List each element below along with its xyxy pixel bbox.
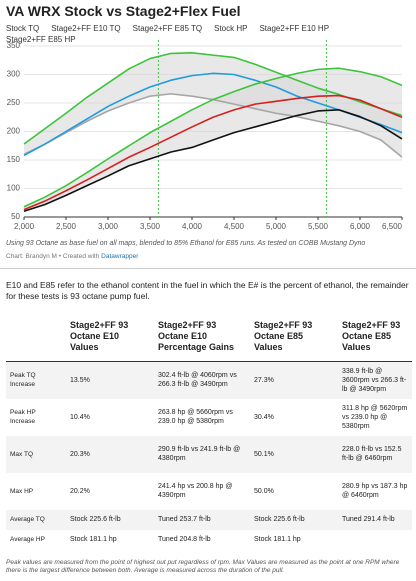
footer-note: Peak values are measured from the point …	[6, 559, 400, 574]
y-tick-label: 50	[11, 212, 20, 221]
x-tick-label: 2,500	[56, 222, 77, 231]
x-tick-label: 5,000	[266, 222, 287, 231]
chart-notes: Using 93 Octane as base fuel on all maps…	[6, 240, 366, 247]
legend: Stock TQ Stage2+FF E10 TQ Stage2+FF E85 TQ…	[6, 24, 410, 44]
legend-item: Stock HP	[214, 24, 247, 33]
header-row: Stage2+FF 93 Octane E10 Values Stage2+FF…	[6, 318, 412, 362]
stats-table: Stage2+FF 93 Octane E10 Values Stage2+FF…	[6, 318, 412, 550]
divider	[0, 268, 416, 269]
table-cell-blank	[338, 530, 412, 550]
legend-label: Stock HP	[214, 24, 248, 33]
x-tick-label: 6,000	[350, 222, 371, 231]
chart-title: VA WRX Stock vs Stage2+Flex Fuel	[6, 3, 241, 19]
y-tick-label: 250	[7, 98, 21, 107]
table-row: Average HP Stock 181.1 hp Tuned 204.8 ft-l…	[6, 530, 412, 550]
intro-text: E10 and E85 refer to the ethanol content…	[6, 280, 409, 301]
table-cell: 20.2%	[70, 487, 90, 495]
legend-label: Stage2+FF E10 HP	[259, 24, 330, 33]
table-row: Peak TQ Increase 13.5% 302.4 ft-lb @ 4060r…	[6, 361, 412, 399]
credit: Chart: Brandyn M • Created with Datawrap…	[6, 253, 138, 260]
header-cell: Stage2+FF 93 Octane E85 Values	[338, 318, 412, 362]
table-cell: 263.8 hp @ 5660rpm vs 239.0 hp @ 5380rpm	[158, 409, 233, 425]
table-cell: 311.8 hp @ 5620rpm vs 239.0 hp @ 5380rpm	[342, 404, 408, 430]
table-cell: 228.0 ft-lb vs 152.5 ft-lb @ 6460rpm	[338, 435, 412, 473]
table-row: Max TQ 20.3% 290.9 ft-lb vs 241.9 ft-lb @ …	[6, 435, 412, 473]
header-cell: Stage2+FF 93 Octane E10 Values	[66, 318, 154, 362]
line-series	[23, 52, 403, 145]
chart: 50 100 150 200 250 300 350 2,000 2,500 3,000 3,500…	[7, 40, 403, 231]
line-series	[23, 94, 403, 211]
table-cell: 290.9 ft-lb vs 241.9 ft-lb @ 4380rpm	[154, 435, 250, 473]
legend-item: Stage2+FF E85 HP	[6, 35, 76, 44]
table-cell: Stock 181.1 hp	[70, 536, 117, 543]
header-cell: Stage2+FF 93 Octane E85 Values	[250, 318, 338, 362]
table-row: Peak HP Increase 10.4% 263.8 hp @ 5660rpm …	[6, 399, 412, 436]
table-cell: 50.0%	[254, 487, 274, 495]
table-cell: Tuned 291.4 ft-lb	[338, 509, 412, 530]
line-series	[23, 109, 403, 213]
table-cell: 27.3%	[250, 361, 338, 399]
legend-label: Stage2+FF E85 HP	[6, 35, 76, 44]
table-cell: 302.4 ft-lb @ 4060rpm vs 266.3 ft-lb @ 3…	[154, 361, 250, 399]
y-tick-label: 350	[7, 41, 21, 50]
legend-item: Stock TQ	[6, 24, 39, 33]
x-tick-label: 4,000	[182, 222, 203, 231]
table-cell: 280.9 hp vs 187.3 hp @ 6460rpm	[342, 483, 408, 499]
credit-link[interactable]: Datawrapper	[101, 253, 139, 260]
x-tick-label: 3,000	[98, 222, 119, 231]
legend-item: Stage2+FF E10 HP	[259, 24, 329, 33]
x-tick-label: 3,500	[140, 222, 161, 231]
row-label: Average TQ	[6, 509, 66, 530]
legend-label: Stage2+FF E85 TQ	[132, 24, 203, 33]
table-cell: Stock 181.1 hp	[254, 536, 301, 543]
legend-label: Stock TQ	[6, 24, 40, 33]
row-label: Average HP	[10, 536, 45, 543]
table-cell: Stock 225.6 ft-lb	[250, 509, 338, 530]
legend-item: Stage2+FF E85 TQ	[133, 24, 202, 33]
row-label: Peak HP Increase	[10, 409, 36, 425]
table-cell: 241.4 hp vs 200.8 hp @ 4390rpm	[158, 483, 233, 499]
x-tick-label: 2,000	[14, 222, 35, 231]
legend-label: Stage2+FF E10 TQ	[51, 24, 121, 33]
table-cell: Tuned 253.7 ft-lb	[154, 509, 250, 530]
legend-item: Stage2+FF E10 TQ	[51, 24, 120, 33]
table-cell: 13.5%	[66, 361, 154, 399]
table-row: Average TQ Stock 225.6 ft-lb Tuned 253.7 f…	[6, 509, 412, 530]
row-label: Peak TQ Increase	[6, 361, 66, 399]
credit-text: Chart: Brandyn M • Created with	[6, 253, 100, 260]
table-cell: 338.9 ft-lb @ 3600rpm vs 266.3 ft-lb @ 3…	[338, 361, 412, 399]
table-cell: Tuned 204.8 ft-lb	[158, 536, 211, 543]
y-tick-label: 150	[7, 155, 21, 164]
table-cell: 10.4%	[70, 413, 90, 421]
table-cell: Stock 225.6 ft-lb	[66, 509, 154, 530]
row-label: Max HP	[10, 487, 34, 495]
x-tick-label: 4,500	[224, 222, 245, 231]
y-tick-label: 200	[7, 127, 21, 136]
table-row: Max HP 20.2% 241.4 hp vs 200.8 hp @ 4390rp…	[6, 473, 412, 510]
header-cell	[6, 318, 66, 362]
y-tick-label: 100	[7, 184, 21, 193]
x-tick-label: 5,500	[308, 222, 329, 231]
line-series	[23, 67, 403, 208]
table-cell: 50.1%	[250, 435, 338, 473]
table-cell: 30.4%	[254, 413, 274, 421]
row-label: Max TQ	[6, 435, 66, 473]
y-tick-label: 300	[7, 70, 21, 79]
range-area	[24, 52, 402, 158]
header-cell: Stage2+FF 93 Octane E10 Percentage Gains	[154, 318, 250, 362]
table-cell: 20.3%	[66, 435, 154, 473]
x-tick-label: 6,500	[382, 222, 403, 231]
